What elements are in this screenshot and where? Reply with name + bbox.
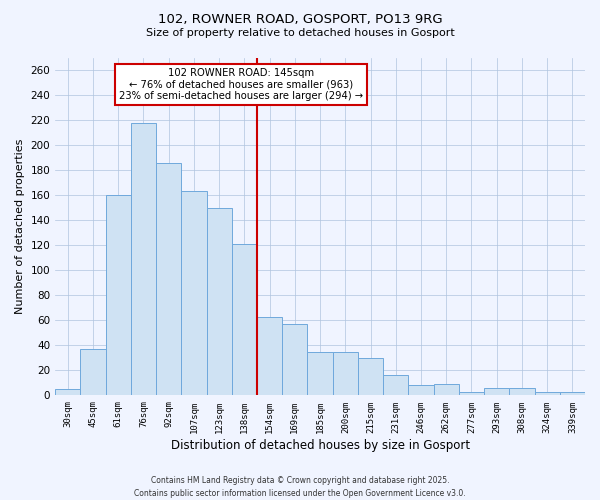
Bar — [509, 388, 535, 396]
Bar — [383, 376, 409, 396]
Bar — [409, 386, 434, 396]
Bar — [106, 195, 131, 396]
Bar — [332, 352, 358, 396]
Bar — [156, 162, 181, 396]
Bar — [257, 316, 282, 396]
X-axis label: Distribution of detached houses by size in Gosport: Distribution of detached houses by size … — [170, 440, 470, 452]
Bar — [560, 392, 585, 396]
Text: 102 ROWNER ROAD: 145sqm
← 76% of detached houses are smaller (963)
23% of semi-d: 102 ROWNER ROAD: 145sqm ← 76% of detache… — [119, 68, 362, 101]
Y-axis label: Number of detached properties: Number of detached properties — [15, 139, 25, 314]
Bar — [131, 122, 156, 396]
Bar — [459, 392, 484, 396]
Bar — [282, 324, 307, 396]
Bar — [535, 392, 560, 396]
Text: 102, ROWNER ROAD, GOSPORT, PO13 9RG: 102, ROWNER ROAD, GOSPORT, PO13 9RG — [158, 12, 442, 26]
Bar — [358, 358, 383, 396]
Bar — [307, 352, 332, 396]
Bar — [55, 389, 80, 396]
Text: Contains HM Land Registry data © Crown copyright and database right 2025.
Contai: Contains HM Land Registry data © Crown c… — [134, 476, 466, 498]
Bar — [181, 192, 206, 396]
Bar — [434, 384, 459, 396]
Bar — [232, 244, 257, 396]
Bar — [206, 208, 232, 396]
Bar — [484, 388, 509, 396]
Text: Size of property relative to detached houses in Gosport: Size of property relative to detached ho… — [146, 28, 454, 38]
Bar — [80, 349, 106, 396]
